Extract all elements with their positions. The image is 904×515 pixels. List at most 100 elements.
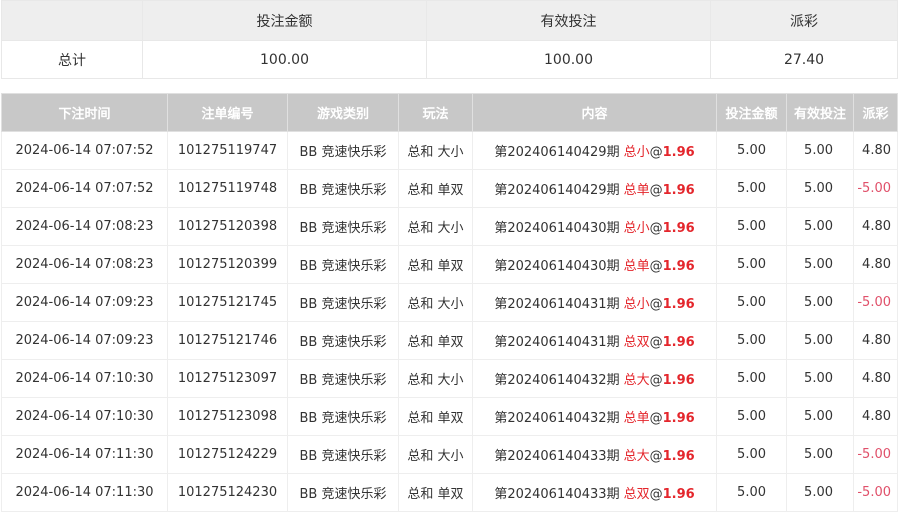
content-pick: 总小 [623, 297, 650, 312]
table-row: 2024-06-14 07:08:23 101275120398 BB 竞速快乐彩总… [1, 207, 898, 246]
content-period: 第202406140431期 [494, 297, 620, 312]
bet-id: 101275119748 [167, 169, 288, 208]
content-at: @ [649, 487, 663, 502]
payout: 4.80 [853, 131, 898, 170]
game-type: BB 竞速快乐彩 [287, 169, 399, 208]
valid-amount: 5.00 [786, 473, 854, 512]
summary-header-blank [1, 0, 143, 41]
content-period: 第202406140429期 [494, 183, 620, 198]
payout: -5.00 [853, 169, 898, 208]
play-type: 总和 单双 [398, 169, 473, 208]
table-row: 2024-06-14 07:09:23 101275121746 BB 竞速快乐彩总… [1, 321, 898, 360]
play-type: 总和 单双 [398, 245, 473, 284]
payout: -5.00 [853, 435, 898, 474]
summary-label: 总计 [1, 40, 143, 79]
payout: 4.80 [853, 245, 898, 284]
content-pick: 总双 [623, 487, 650, 502]
content-odds: 1.96 [662, 373, 695, 388]
bet-id: 101275119747 [167, 131, 288, 170]
play-type: 总和 单双 [398, 397, 473, 436]
summary-header-bet: 投注金额 [142, 0, 427, 41]
bet-id: 101275120398 [167, 207, 288, 246]
game-type: BB 竞速快乐彩 [287, 359, 399, 398]
play-type: 总和 大小 [398, 131, 473, 170]
payout: -5.00 [853, 473, 898, 512]
bet-id: 101275124230 [167, 473, 288, 512]
summary-header-row: 投注金额 有效投注 派彩 [1, 0, 898, 41]
bet-id: 101275120399 [167, 245, 288, 284]
bet-amount: 5.00 [716, 245, 787, 284]
bet-time: 2024-06-14 07:08:23 [1, 207, 168, 246]
content-odds: 1.96 [662, 221, 695, 236]
summary-bet: 100.00 [142, 40, 427, 79]
column-header-game: 游戏类别 [287, 93, 399, 132]
content-at: @ [649, 145, 663, 160]
valid-amount: 5.00 [786, 245, 854, 284]
content-period: 第202406140431期 [494, 335, 620, 350]
content-at: @ [649, 221, 663, 236]
column-header-time: 下注时间 [1, 93, 168, 132]
content-period: 第202406140433期 [494, 449, 620, 464]
content-odds: 1.96 [662, 183, 695, 198]
bet-id: 101275124229 [167, 435, 288, 474]
summary-header-payout: 派彩 [710, 0, 898, 41]
table-row: 2024-06-14 07:07:52 101275119747 BB 竞速快乐彩总… [1, 131, 898, 170]
content-odds: 1.96 [662, 487, 695, 502]
content-at: @ [649, 411, 663, 426]
column-header-content: 内容 [472, 93, 717, 132]
table-row: 2024-06-14 07:10:30 101275123098 BB 竞速快乐彩总… [1, 397, 898, 436]
game-type: BB 竞速快乐彩 [287, 245, 399, 284]
column-header-valid: 有效投注 [786, 93, 854, 132]
content-pick: 总小 [623, 145, 650, 160]
game-type: BB 竞速快乐彩 [287, 207, 399, 246]
bet-content: 第202406140431期 总双@1.96 [472, 321, 717, 360]
content-pick: 总单 [623, 259, 650, 274]
game-type: BB 竞速快乐彩 [287, 435, 399, 474]
valid-amount: 5.00 [786, 321, 854, 360]
payout: 4.80 [853, 321, 898, 360]
bet-amount: 5.00 [716, 473, 787, 512]
table-row: 2024-06-14 07:11:30 101275124229 BB 竞速快乐彩总… [1, 435, 898, 474]
content-at: @ [649, 297, 663, 312]
game-type: BB 竞速快乐彩 [287, 283, 399, 322]
content-period: 第202406140430期 [494, 221, 620, 236]
content-pick: 总大 [623, 373, 650, 388]
bet-time: 2024-06-14 07:07:52 [1, 169, 168, 208]
play-type: 总和 大小 [398, 207, 473, 246]
table-row: 2024-06-14 07:07:52 101275119748 BB 竞速快乐彩总… [1, 169, 898, 208]
payout: 4.80 [853, 207, 898, 246]
column-header-id: 注单编号 [167, 93, 288, 132]
bet-time: 2024-06-14 07:10:30 [1, 359, 168, 398]
valid-amount: 5.00 [786, 397, 854, 436]
bet-id: 101275123098 [167, 397, 288, 436]
bet-content: 第202406140433期 总大@1.96 [472, 435, 717, 474]
content-odds: 1.96 [662, 411, 695, 426]
bet-time: 2024-06-14 07:11:30 [1, 473, 168, 512]
content-at: @ [649, 449, 663, 464]
bet-amount: 5.00 [716, 397, 787, 436]
play-type: 总和 大小 [398, 359, 473, 398]
valid-amount: 5.00 [786, 169, 854, 208]
bet-id: 101275121745 [167, 283, 288, 322]
bet-content: 第202406140430期 总单@1.96 [472, 245, 717, 284]
bet-content: 第202406140431期 总小@1.96 [472, 283, 717, 322]
table-row: 2024-06-14 07:09:23 101275121745 BB 竞速快乐彩总… [1, 283, 898, 322]
valid-amount: 5.00 [786, 435, 854, 474]
column-header-play: 玩法 [398, 93, 473, 132]
bet-content: 第202406140429期 总单@1.96 [472, 169, 717, 208]
valid-amount: 5.00 [786, 207, 854, 246]
valid-amount: 5.00 [786, 131, 854, 170]
play-type: 总和 单双 [398, 321, 473, 360]
summary-header-valid: 有效投注 [426, 0, 711, 41]
payout: 4.80 [853, 359, 898, 398]
bet-amount: 5.00 [716, 321, 787, 360]
content-period: 第202406140429期 [494, 145, 620, 160]
content-period: 第202406140432期 [494, 373, 620, 388]
game-type: BB 竞速快乐彩 [287, 321, 399, 360]
play-type: 总和 大小 [398, 435, 473, 474]
bet-amount: 5.00 [716, 359, 787, 398]
content-period: 第202406140432期 [494, 411, 620, 426]
bet-id: 101275123097 [167, 359, 288, 398]
content-pick: 总单 [623, 183, 650, 198]
bet-time: 2024-06-14 07:07:52 [1, 131, 168, 170]
